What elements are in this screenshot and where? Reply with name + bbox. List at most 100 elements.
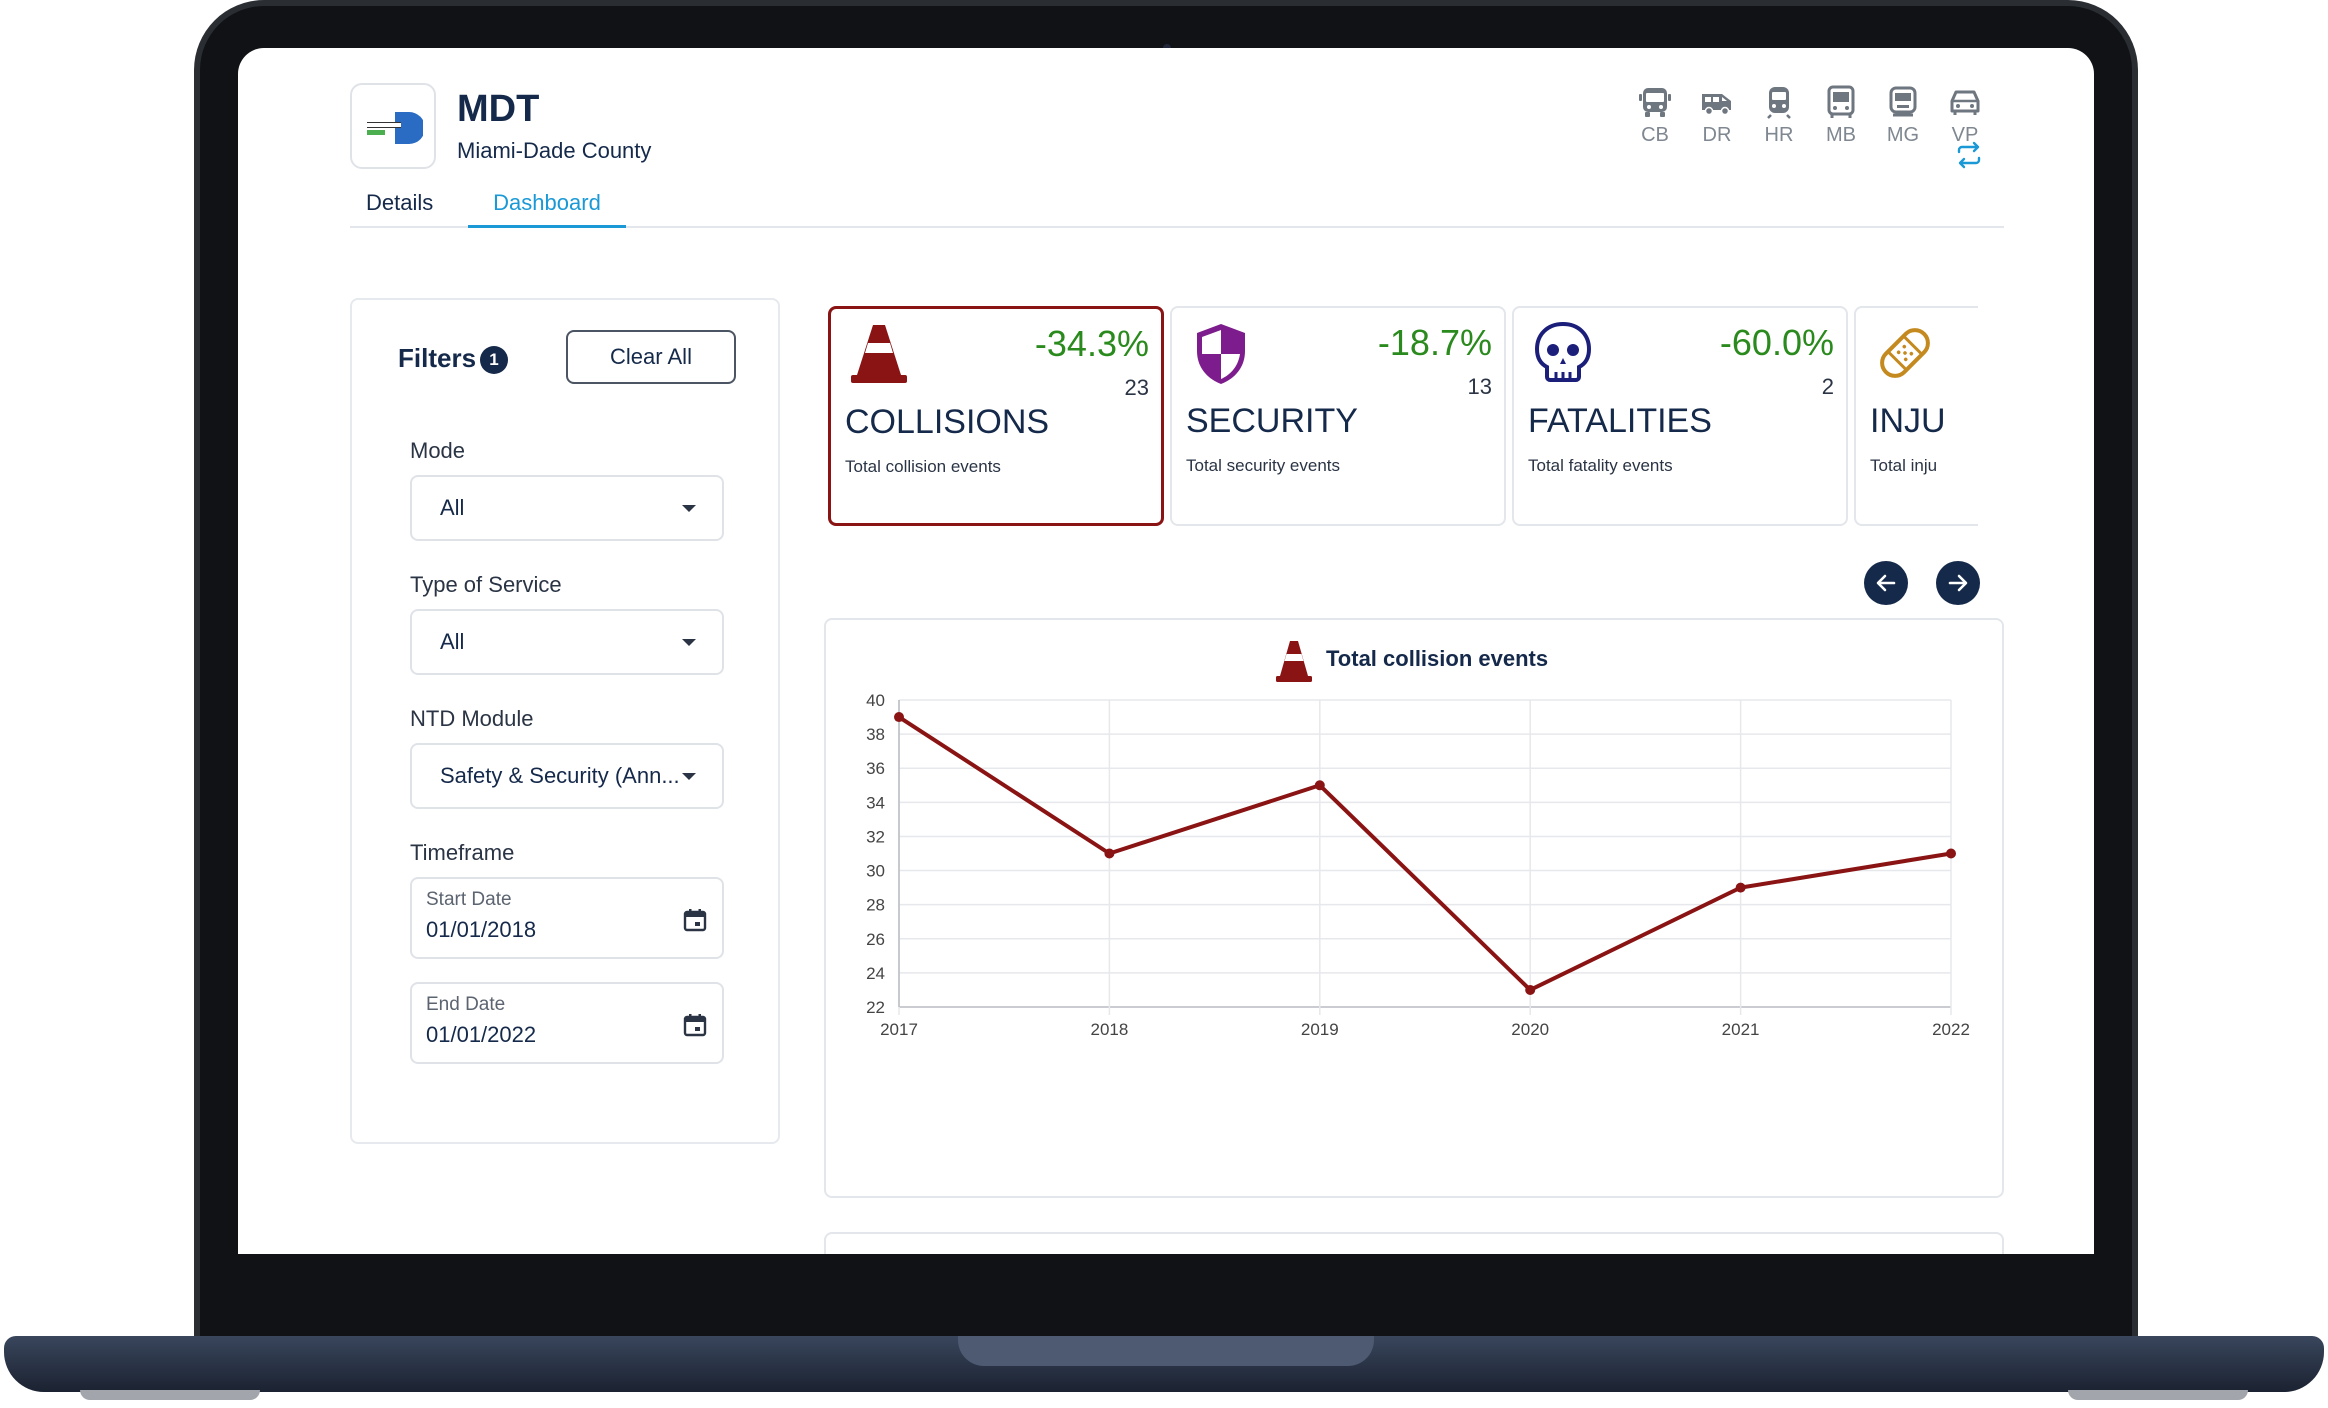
x-tick-label: 2017 [880, 1020, 918, 1039]
kpi-card-injuries[interactable]: INJU Total inju [1854, 306, 1978, 526]
next-chart-card [824, 1232, 2004, 1254]
tab-dashboard[interactable]: Dashboard [468, 178, 626, 228]
mode-vp[interactable]: VP [1944, 84, 1986, 147]
traffic-cone-icon [851, 325, 907, 383]
carousel-next-button[interactable] [1936, 561, 1980, 605]
data-point[interactable] [1314, 780, 1325, 791]
service-type-select[interactable]: All [410, 609, 724, 675]
ntd-module-label: NTD Module [410, 706, 534, 731]
end-date-field[interactable]: End Date 01/01/2022 [410, 982, 724, 1064]
chart-title: Total collision events [1326, 646, 1549, 671]
miami-dade-logo-icon [367, 112, 423, 144]
service-select-value: All [440, 629, 465, 654]
carousel-prev-button[interactable] [1864, 561, 1908, 605]
clear-all-button[interactable]: Clear All [566, 330, 736, 384]
filters-count-badge: 1 [480, 346, 508, 374]
bus-icon [1639, 88, 1671, 117]
kpi-subtitle: Total fatality events [1528, 456, 1673, 475]
y-tick-label: 40 [866, 691, 885, 710]
kpi-percent-change: -60.0% [1719, 322, 1834, 363]
y-tick-label: 24 [866, 964, 885, 983]
mode-mb[interactable]: MB [1820, 84, 1862, 147]
kpi-subtitle: Total security events [1186, 456, 1341, 475]
mode-label: VP [1951, 124, 1979, 146]
mode-label: MG [1886, 124, 1920, 146]
agency-subtitle: Miami-Dade County [457, 138, 652, 163]
collision-chart-card: Total collision events 22 24 26 28 30 32 34 36 3… [824, 618, 2004, 1198]
arrow-left-icon [1876, 574, 1896, 592]
caret-down-icon [682, 505, 696, 512]
ntd-module-select[interactable]: Safety & Security (Ann... [410, 743, 724, 809]
mode-dr[interactable]: DR [1696, 84, 1738, 147]
x-tick-label: 2021 [1722, 1020, 1760, 1039]
bandage-icon [1880, 328, 1930, 378]
laptop-foot-right [2068, 1390, 2248, 1400]
x-tick-label: 2019 [1301, 1020, 1339, 1039]
y-tick-label: 22 [866, 998, 885, 1017]
kpi-percent-change: -34.3% [1034, 323, 1149, 364]
kpi-count: 2 [1821, 374, 1834, 399]
caret-down-icon [682, 639, 696, 646]
app-screen: MDT Miami-Dade County CB DR HR MB MG VP … [238, 48, 2094, 1254]
mode-mg[interactable]: MG [1882, 84, 1924, 147]
traffic-cone-icon [1276, 641, 1312, 682]
ntd-module-value: Safety & Security (Ann... [440, 763, 680, 788]
mode-label: CB [1641, 124, 1669, 146]
arrow-right-icon [1948, 574, 1968, 592]
x-tick-label: 2018 [1090, 1020, 1128, 1039]
service-filter-label: Type of Service [410, 572, 562, 597]
y-tick-label: 36 [866, 759, 885, 778]
kpi-percent-change: -18.7% [1377, 322, 1492, 363]
data-point[interactable] [894, 712, 904, 723]
y-tick-label: 28 [866, 896, 885, 915]
filters-panel: Filters 1 Clear All Mode All Type of Ser… [350, 298, 780, 1144]
data-point[interactable] [1946, 848, 1956, 859]
tab-bar: Details Dashboard [350, 178, 2004, 228]
van-icon [1702, 94, 1731, 116]
x-tick-label: 2020 [1511, 1020, 1549, 1039]
start-date-field[interactable]: Start Date 01/01/2018 [410, 877, 724, 959]
tab-details[interactable]: Details [366, 190, 434, 215]
data-point[interactable] [1525, 984, 1536, 995]
end-date-value: 01/01/2022 [426, 1022, 537, 1047]
collision-line-chart: 22 24 26 28 30 32 34 36 38 40 2017 2018 2019 2020 2021… [866, 691, 1970, 1039]
kpi-cards-carousel: -34.3% 23 COLLISIONS Total collision eve… [828, 298, 1978, 528]
kpi-subtitle: Total inju [1870, 456, 1938, 475]
end-date-label: End Date [426, 994, 506, 1015]
y-tick-label: 26 [866, 930, 885, 949]
train-icon [1767, 87, 1791, 119]
data-point[interactable] [1104, 848, 1115, 859]
mode-select-value: All [440, 495, 465, 520]
agency-name: MDT [457, 88, 540, 130]
start-date-label: Start Date [426, 889, 512, 910]
kpi-title: SECURITY [1186, 402, 1358, 440]
kpi-title: INJU [1870, 402, 1946, 440]
mode-select[interactable]: All [410, 475, 724, 541]
y-tick-label: 34 [866, 793, 885, 812]
mode-cb[interactable]: CB [1634, 84, 1676, 147]
mode-label: DR [1702, 124, 1732, 146]
agency-logo [350, 83, 436, 169]
mode-icon-bar: CB DR HR MB MG VP [1634, 84, 1986, 147]
laptop-foot-left [80, 1390, 260, 1400]
kpi-count: 23 [1124, 375, 1149, 400]
screen-bezel [238, 1254, 2094, 1284]
kpi-count: 13 [1467, 374, 1492, 399]
mode-label: MB [1826, 124, 1856, 146]
calendar-icon[interactable] [682, 907, 708, 933]
mode-hr[interactable]: HR [1758, 84, 1800, 147]
timeframe-label: Timeframe [410, 840, 515, 865]
swap-arrows-icon[interactable] [1954, 140, 1984, 170]
kpi-title: FATALITIES [1528, 402, 1712, 440]
data-point[interactable] [1735, 882, 1746, 893]
monorail-icon [1889, 86, 1917, 117]
shield-icon [1197, 324, 1245, 384]
calendar-icon[interactable] [682, 1012, 708, 1038]
kpi-card-fatalities[interactable]: -60.0% 2 FATALITIES Total fatality event… [1512, 306, 1848, 526]
kpi-card-security[interactable]: -18.7% 13 SECURITY Total security events [1170, 306, 1506, 526]
kpi-title: COLLISIONS [845, 403, 1050, 441]
kpi-subtitle: Total collision events [845, 457, 1001, 476]
kpi-card-collisions[interactable]: -34.3% 23 COLLISIONS Total collision eve… [828, 306, 1164, 526]
mode-label: HR [1764, 124, 1794, 146]
car-icon [1950, 90, 1980, 115]
